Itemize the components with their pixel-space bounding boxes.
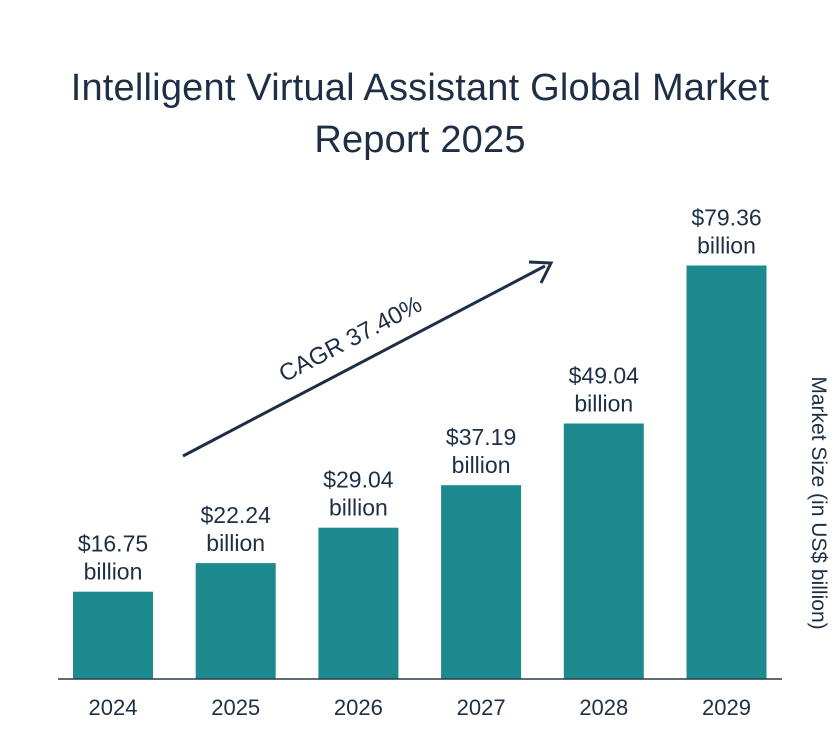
value-label-2025-amount: $22.24 bbox=[201, 502, 272, 528]
value-label-2028-unit: billion bbox=[574, 391, 633, 417]
x-tick-label-2026: 2026 bbox=[334, 695, 383, 720]
chart-title-line-2: Report 2025 bbox=[314, 119, 526, 161]
bar-2029 bbox=[686, 265, 767, 679]
x-tick-labels-group: 2024 2025 2026 2027 2028 2029 bbox=[89, 695, 751, 720]
x-tick-label-2024: 2024 bbox=[89, 695, 138, 720]
x-tick-label-2028: 2028 bbox=[579, 695, 628, 720]
value-label-2026-unit: billion bbox=[329, 495, 388, 521]
value-label-2025-unit: billion bbox=[206, 530, 265, 556]
bar-2028 bbox=[563, 423, 644, 679]
value-label-2028-amount: $49.04 bbox=[569, 363, 640, 389]
value-label-2027-amount: $37.19 bbox=[446, 424, 516, 450]
x-tick-label-2027: 2027 bbox=[457, 695, 506, 720]
cagr-arrow-line bbox=[182, 264, 546, 458]
chart-title: Intelligent Virtual Assistant Global Mar… bbox=[0, 62, 840, 166]
y-axis-label: Market Size (in US$ billion) bbox=[807, 376, 830, 629]
chart-title-line-1: Intelligent Virtual Assistant Global Mar… bbox=[70, 67, 770, 109]
value-label-2024-unit: billion bbox=[84, 559, 143, 585]
value-label-2027-unit: billion bbox=[452, 452, 511, 478]
x-tick-label-2025: 2025 bbox=[211, 695, 260, 720]
value-label-2029-unit: billion bbox=[697, 233, 756, 259]
bar-2024 bbox=[73, 591, 153, 679]
bar-2025 bbox=[195, 563, 276, 679]
value-labels-group: $16.75billion$22.24billion$29.04billion$… bbox=[78, 205, 762, 585]
cagr-arrow-head bbox=[528, 260, 554, 284]
bars-group bbox=[73, 265, 767, 679]
x-tick-label-2029: 2029 bbox=[702, 695, 751, 720]
value-label-2026-amount: $29.04 bbox=[323, 467, 394, 493]
bar-2026 bbox=[318, 527, 399, 679]
value-label-2029-amount: $79.36 bbox=[691, 205, 761, 231]
value-label-2024-amount: $16.75 bbox=[78, 531, 148, 557]
bar-2027 bbox=[441, 485, 522, 679]
